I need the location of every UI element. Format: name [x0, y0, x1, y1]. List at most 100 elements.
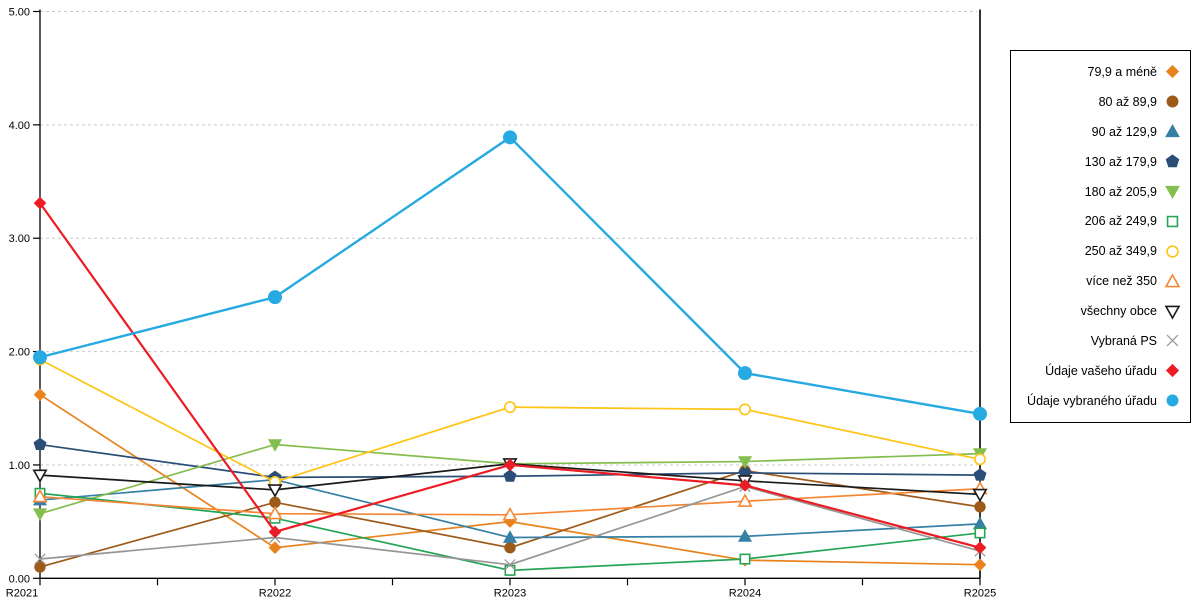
series-line	[39, 135, 981, 416]
y-tick-label: 1.00	[9, 460, 30, 472]
circle-icon	[1166, 95, 1179, 108]
diamond-icon	[268, 541, 282, 554]
circle-icon	[33, 350, 47, 365]
triangle-up-icon	[1164, 273, 1181, 288]
circle-icon	[268, 290, 282, 305]
legend-item: 250 až 349,9	[1011, 236, 1190, 266]
legend-label: 80 až 89,9	[1098, 94, 1157, 109]
diamond-icon	[1165, 364, 1180, 378]
legend-item: více než 350	[1011, 266, 1190, 296]
circle-icon	[1166, 245, 1179, 258]
x-icon	[504, 559, 516, 571]
series-11	[33, 196, 987, 554]
triangle-up-icon	[32, 488, 48, 503]
series-12	[33, 130, 987, 421]
legend-label: Údaje vašeho úřadu	[1045, 363, 1157, 378]
triangle-up-icon	[1165, 124, 1180, 138]
pentagon-icon	[1165, 154, 1180, 168]
diamond-icon	[33, 388, 47, 401]
triangle-down-icon	[267, 484, 283, 498]
circle-icon	[973, 406, 987, 421]
circle-icon	[504, 541, 516, 554]
circle-icon	[1166, 394, 1179, 407]
diamond-icon	[503, 458, 517, 472]
circle-icon	[738, 403, 751, 416]
pentagon-icon	[1165, 154, 1180, 168]
x-tick-label: R2025	[964, 587, 996, 599]
x-icon	[34, 553, 46, 565]
circle-icon	[503, 130, 517, 145]
square-icon	[974, 527, 986, 539]
triangle-up-icon	[972, 516, 988, 530]
legend-item: 80 až 89,9	[1011, 87, 1190, 117]
pentagon-icon	[503, 469, 517, 482]
circle-icon	[973, 453, 986, 466]
diamond-icon	[738, 479, 752, 492]
circle-icon	[1166, 245, 1179, 258]
x-tick-label: R2022	[259, 587, 291, 599]
legend-label: 180 až 205,9	[1084, 184, 1157, 199]
diamond-icon	[268, 525, 282, 539]
diamond-icon	[33, 196, 47, 210]
legend-item: 90 až 129,9	[1011, 117, 1190, 147]
triangle-up-icon	[737, 493, 753, 507]
legend-label: 90 až 129,9	[1091, 124, 1157, 139]
circle-icon	[974, 501, 986, 513]
legend-item: Údaje vybraného úřadu	[1011, 386, 1190, 416]
triangle-up-icon	[502, 506, 518, 521]
y-tick-label: 3.00	[9, 233, 30, 245]
circle-icon	[503, 401, 516, 414]
y-tick-label: 5.00	[9, 7, 30, 19]
legend-label: více než 350	[1086, 274, 1157, 289]
triangle-down-icon	[267, 439, 283, 452]
triangle-down-icon	[737, 456, 753, 469]
legend-label: Údaje vybraného úřadu	[1027, 393, 1157, 408]
circle-icon	[1166, 394, 1179, 407]
diamond-icon	[973, 558, 987, 572]
circle-icon	[1166, 95, 1179, 108]
legend-label: Vybraná PS	[1090, 333, 1157, 348]
legend-label: 250 až 349,9	[1084, 244, 1157, 259]
triangle-up-icon	[502, 530, 518, 543]
triangle-up-icon	[267, 505, 283, 520]
legend-item: 180 až 205,9	[1011, 177, 1190, 207]
square-icon	[1166, 215, 1179, 228]
legend-item: 206 až 249,9	[1011, 206, 1190, 236]
legend-item: všechny obce	[1011, 296, 1190, 326]
triangle-up-icon	[737, 529, 753, 542]
legend-item: Údaje vašeho úřadu	[1011, 356, 1190, 386]
triangle-down-icon	[1164, 305, 1181, 320]
triangle-down-icon	[1164, 305, 1181, 320]
x-tick-label: R2024	[729, 587, 761, 599]
triangle-down-icon	[32, 469, 48, 483]
diamond-icon	[1165, 65, 1180, 79]
y-tick-label: 0.00	[9, 573, 30, 585]
triangle-down-icon	[1165, 185, 1180, 200]
legend-item: 79,9 a méně	[1011, 57, 1190, 87]
triangle-down-icon	[32, 508, 48, 521]
triangle-up-icon	[1164, 273, 1181, 288]
y-tick-label: 4.00	[9, 120, 30, 132]
legend-item: 130 až 179,9	[1011, 147, 1190, 177]
triangle-down-icon	[1165, 185, 1180, 200]
triangle-down-icon	[972, 488, 988, 503]
legend: 79,9 a méně 80 až 89,9 90 až 129,9 130 až 1…	[1010, 50, 1191, 423]
y-tick-label: 2.00	[9, 347, 30, 359]
series-7	[33, 353, 986, 488]
diamond-icon	[1165, 65, 1180, 79]
x-tick-label: R2023	[494, 587, 526, 599]
circle-icon	[738, 366, 752, 381]
triangle-up-icon	[1165, 124, 1180, 138]
legend-item: Vybraná PS	[1011, 326, 1190, 356]
legend-label: 79,9 a méně	[1087, 64, 1158, 79]
square-icon	[1166, 215, 1179, 228]
pentagon-icon	[33, 437, 47, 451]
square-icon	[739, 553, 751, 565]
x-icon	[1166, 335, 1179, 347]
x-icon	[1166, 335, 1179, 347]
legend-label: 206 až 249,9	[1084, 214, 1157, 229]
diamond-icon	[1165, 364, 1180, 378]
diamond-icon	[973, 541, 987, 554]
legend-label: 130 až 179,9	[1084, 154, 1157, 169]
